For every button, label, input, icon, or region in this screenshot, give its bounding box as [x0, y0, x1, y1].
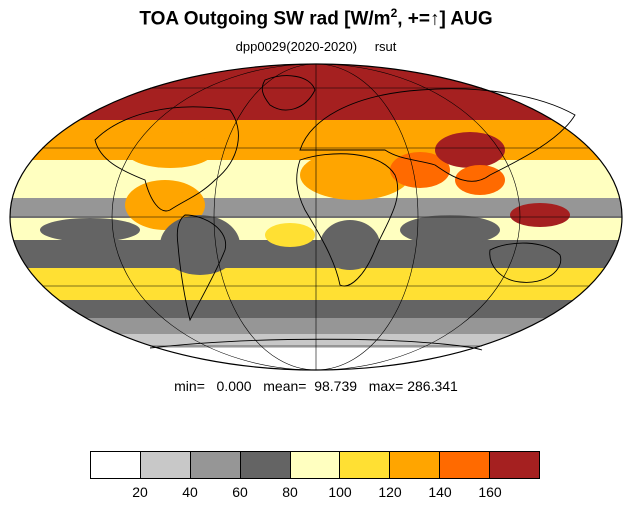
patch-arabia [390, 152, 450, 188]
coast-africa [296, 153, 399, 287]
colorbar-tick-label: 40 [182, 484, 198, 500]
colorbar-tick-label: 160 [478, 484, 502, 500]
patch-indian-ocean [400, 215, 500, 245]
variable-label: rsut [374, 39, 397, 54]
patch-pacific-west [40, 218, 140, 242]
colorbar-swatch-0 [91, 452, 141, 478]
coast-south-america [176, 214, 227, 322]
world-map [9, 63, 623, 371]
patch-indonesia [510, 203, 570, 227]
patch-sa [160, 215, 240, 275]
map-border [9, 63, 623, 371]
coast-antarctica [149, 338, 483, 351]
statistics-line: min= 0.000 mean= 98.739 max= 286.341 [174, 378, 458, 394]
colorbar-tick-label: 120 [378, 484, 402, 500]
plot-title: TOA Outgoing SW rad [W/m2, +=↑] AUG [139, 6, 493, 30]
coast-north-america [94, 106, 239, 212]
patch-atlantic-sc [265, 223, 315, 247]
coast-australia [489, 242, 562, 283]
colorbar-swatch-4 [290, 452, 341, 478]
patch-africa-south [320, 220, 380, 270]
colorbar-swatch-3 [240, 452, 291, 478]
colorbar-swatch-5 [340, 452, 391, 478]
colorbar-swatch-2 [190, 452, 241, 478]
coast-greenland [261, 75, 316, 111]
coast-eurasia [299, 88, 576, 182]
colorbar-swatch-1 [140, 452, 191, 478]
patch-tibet [435, 132, 505, 168]
run-label: dpp0029(2020-2020) [235, 39, 358, 54]
colorbar [90, 451, 540, 479]
colorbar-ticks: 20 40 60 80 100 120 140 160 [90, 484, 540, 502]
patch-na [125, 132, 215, 168]
colorbar-tick-label: 20 [132, 484, 148, 500]
colorbar-tick-label: 140 [428, 484, 452, 500]
colorbar-swatch-8 [490, 452, 540, 478]
colorbar-tick-label: 60 [232, 484, 248, 500]
colorbar-tick-label: 80 [282, 484, 298, 500]
plot-subtitle: dpp0029(2020-2020) rsut [0, 39, 632, 54]
colorbar-tick-label: 100 [328, 484, 352, 500]
coastlines [94, 75, 576, 351]
colorbar-swatch-7 [440, 452, 491, 478]
colorbar-swatch-6 [390, 452, 441, 478]
